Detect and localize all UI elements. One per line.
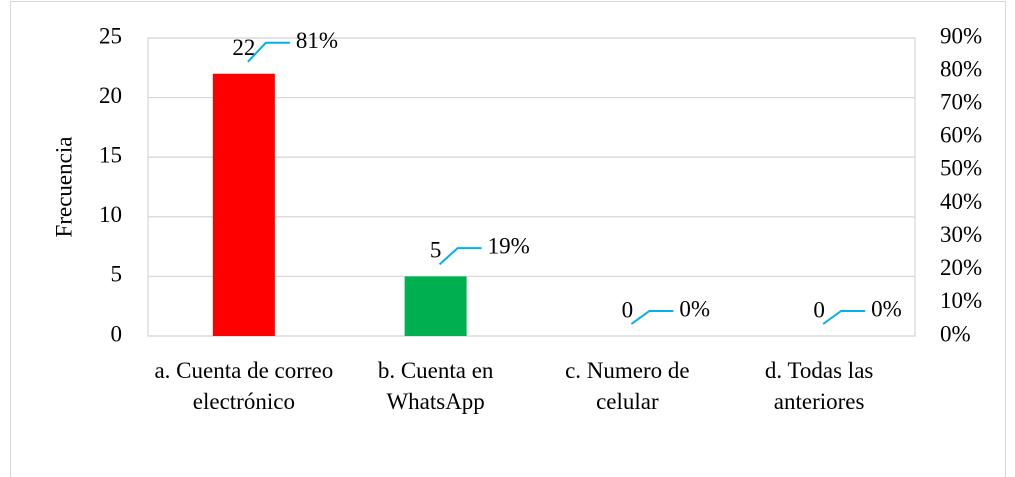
plot-frame [147,37,916,337]
y2-tick-label: 70% [940,90,982,115]
percent-label: 0% [871,296,902,321]
y-tick-label: 15 [99,142,122,167]
percent-label: 0% [679,296,710,321]
chart-border [10,1,1006,477]
y2-tick-label: 50% [940,156,982,181]
y-tick-label: 20 [99,83,122,108]
percent-label: 81% [296,28,338,53]
y2-tick-label: 40% [940,189,982,214]
leader-line [630,310,674,325]
y2-tick-label: 10% [940,288,982,313]
x-tick-label: c. Numero de celular [565,358,690,414]
y2-tick-label: 20% [940,255,982,280]
y-tick-label: 0 [111,321,123,346]
data-label: 0 [622,297,634,322]
y2-tick-label: 30% [940,222,982,247]
y2-tick-label: 0% [940,321,971,346]
bar [212,73,275,336]
y-tick-label: 5 [111,262,123,287]
leader-line [247,41,290,63]
data-label: 0 [813,297,825,322]
y-tick-label: 25 [99,23,122,48]
data-label: 22 [232,35,255,60]
leader-line [438,247,482,266]
data-label: 5 [430,238,442,263]
y2-tick-label: 60% [940,123,982,148]
x-tick-label: b. Cuenta en WhatsApp [377,358,494,414]
y-tick-label: 10 [99,202,122,227]
percent-label: 19% [488,233,530,258]
x-tick-label: a. Cuenta de correo electrónico [154,358,334,414]
bar [404,276,467,336]
leader-line [822,310,866,325]
x-tick-label: d. Todas las anteriores [764,358,874,414]
y2-tick-label: 80% [940,56,982,81]
y-axis-title: Frecuencia [51,137,76,238]
y2-tick-label: 90% [940,23,982,48]
